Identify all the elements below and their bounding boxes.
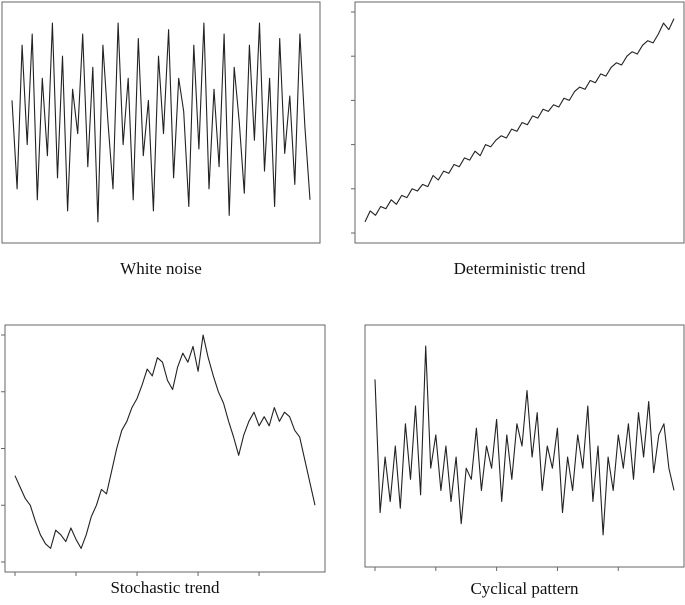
series-line: [14, 334, 316, 549]
plot-frame: [364, 324, 685, 568]
plot-frame: [354, 1, 685, 244]
chart-caption: Deterministic trend: [454, 259, 586, 278]
chart-caption: Cyclical pattern: [470, 579, 579, 598]
plot-frame: [1, 1, 321, 244]
plot-frame: [4, 324, 326, 573]
series-line: [11, 22, 311, 223]
series-line: [364, 18, 675, 223]
series-line: [374, 345, 675, 536]
chart-caption: Stochastic trend: [110, 578, 220, 597]
chart-caption: White noise: [120, 259, 202, 278]
